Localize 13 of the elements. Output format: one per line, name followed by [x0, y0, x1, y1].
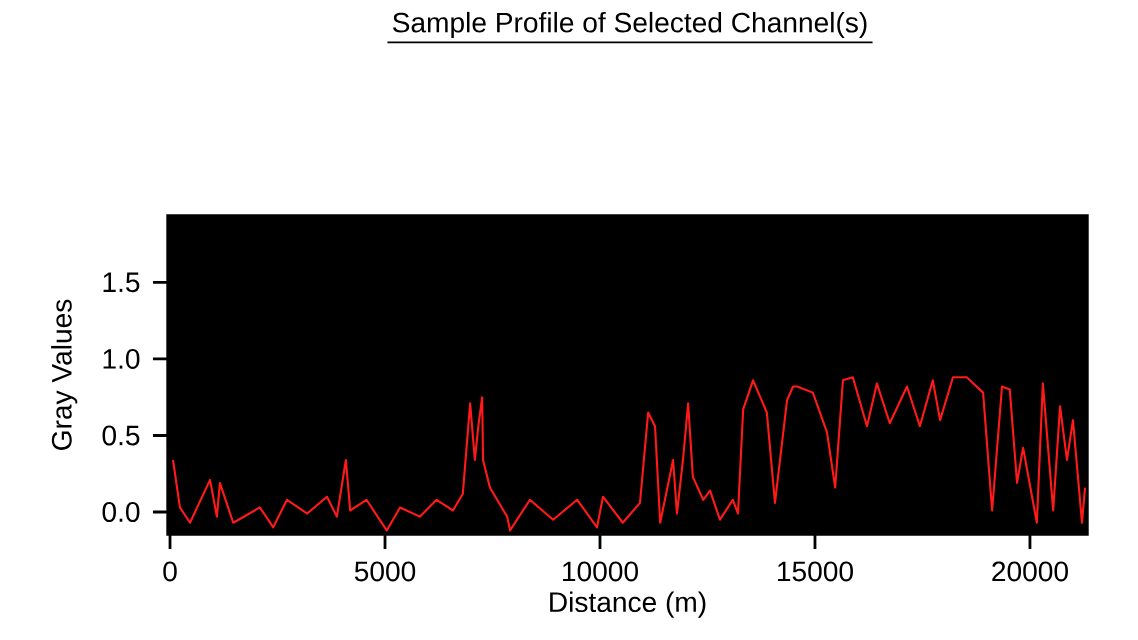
y-tick-label: 1.5 [103, 272, 140, 293]
y-tick-label: 1.0 [103, 348, 140, 369]
line-series [171, 376, 1087, 532]
x-tick-label: 15000 [778, 561, 853, 582]
y-axis-title: Gray Values [51, 299, 78, 450]
x-axis-title: Distance (m) [550, 591, 706, 618]
x-tick-label: 5000 [354, 561, 416, 582]
y-tick-label: 0.5 [102, 425, 140, 446]
x-tick-label: 20000 [992, 561, 1068, 582]
x-tick-label: 0 [163, 561, 177, 582]
chart-title: Sample Profile of Selected Channel(s) [392, 11, 867, 39]
y-tick-label: 0.0 [102, 502, 140, 522]
x-tick-label: 10000 [563, 561, 638, 582]
